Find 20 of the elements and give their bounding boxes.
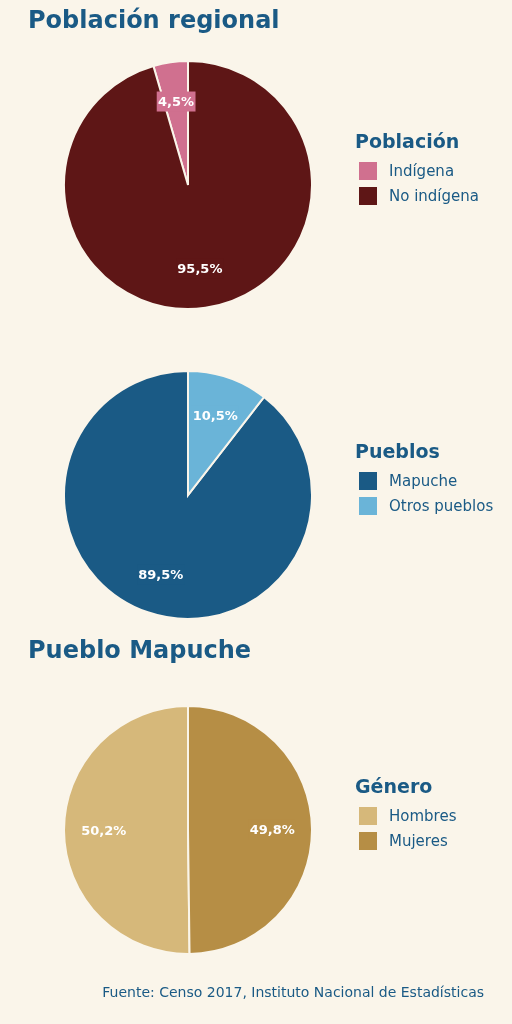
chart-title: Pueblo Mapuche [28,636,252,664]
legend-label: Mapuche [389,471,458,490]
legend-label: Mujeres [389,831,448,850]
data-label: 49,8% [249,821,295,837]
pie-slice [63,370,313,620]
pie-slice [63,60,313,310]
legend-label: Indígena [389,161,455,180]
data-label: 89,5% [138,567,184,583]
source-note: Fuente: Censo 2017, Instituto Nacional de Estadísticas [102,984,484,1000]
data-label: 10,5% [192,407,238,423]
legend-label: Otros pueblos [389,496,494,515]
legend-title: Población [355,130,461,152]
legend-label: Hombres [389,806,457,825]
data-label: 4,5% [158,94,195,110]
legend-title: Género [355,775,434,797]
chart-title: Población regional [28,6,280,34]
data-label: 95,5% [177,260,223,276]
legend-label: No indígena [389,186,479,205]
legend-title: Pueblos [355,440,441,462]
data-label: 50,2% [81,823,127,839]
